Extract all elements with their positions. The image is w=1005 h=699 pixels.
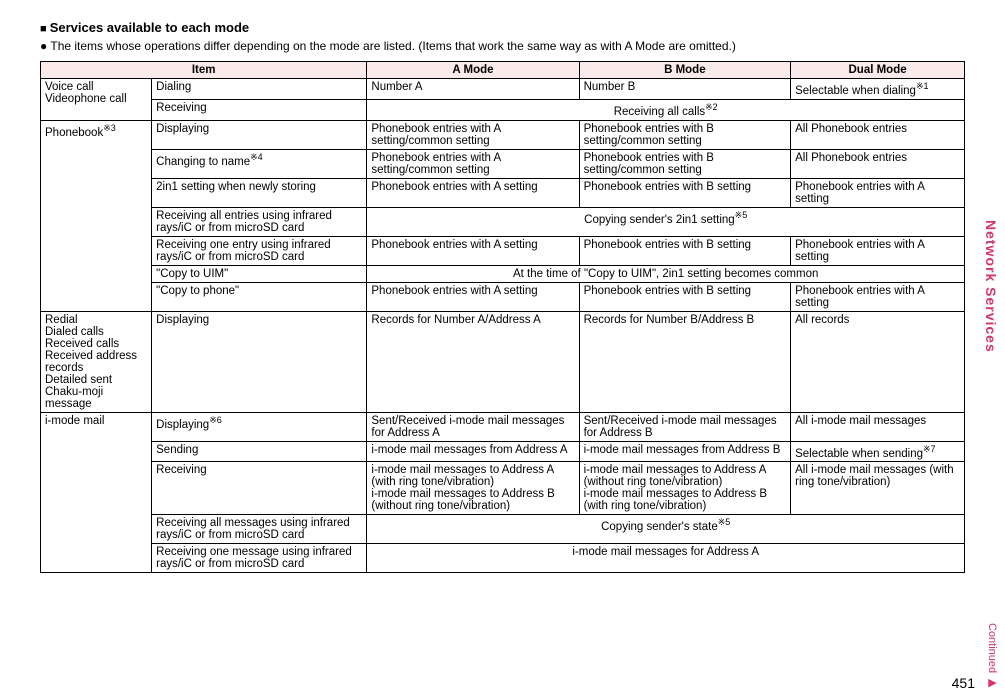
cell-voice-video: Voice call Videophone call xyxy=(41,79,152,121)
cell: Phonebook entries with A setting/common … xyxy=(367,120,579,149)
cell: Number B xyxy=(579,79,791,100)
cell: Phonebook entries with A setting/common … xyxy=(367,149,579,178)
cell: Phonebook entries with B setting xyxy=(579,282,791,311)
cell: i-mode mail messages from Address B xyxy=(579,441,791,462)
cell: Phonebook entries with B setting/common … xyxy=(579,120,791,149)
cell: All records xyxy=(791,311,965,412)
cell: Selectable when sending※7 xyxy=(791,441,965,462)
cell: Records for Number B/Address B xyxy=(579,311,791,412)
cell: Displaying※6 xyxy=(152,412,367,441)
cell: i-mode mail messages from Address A xyxy=(367,441,579,462)
th-bmode: B Mode xyxy=(579,62,791,79)
th-dual: Dual Mode xyxy=(791,62,965,79)
cell: i-mode mail messages for Address A xyxy=(367,544,965,573)
services-table: Item A Mode B Mode Dual Mode Voice call … xyxy=(40,61,965,573)
cell: Phonebook entries with B setting/common … xyxy=(579,149,791,178)
cell: Selectable when dialing※1 xyxy=(791,79,965,100)
th-amode: A Mode xyxy=(367,62,579,79)
cell: Dialing xyxy=(152,79,367,100)
cell: Phonebook entries with A setting xyxy=(791,282,965,311)
cell: Phonebook entries with B setting xyxy=(579,178,791,207)
cell: "Copy to UIM" xyxy=(152,265,367,282)
cell: Phonebook entries with A setting xyxy=(791,236,965,265)
cell: Phonebook entries with A setting xyxy=(367,282,579,311)
side-tab: Network Services xyxy=(983,220,999,353)
cell: Receiving xyxy=(152,99,367,120)
cell-phonebook: Phonebook※3 xyxy=(41,120,152,311)
cell: i-mode mail messages to Address A (witho… xyxy=(579,462,791,515)
cell: Receiving all calls※2 xyxy=(367,99,965,120)
cell: All i-mode mail messages xyxy=(791,412,965,441)
cell: Receiving xyxy=(152,462,367,515)
cell: Phonebook entries with A setting xyxy=(791,178,965,207)
cell: At the time of "Copy to UIM", 2in1 setti… xyxy=(367,265,965,282)
cell: Displaying xyxy=(152,120,367,149)
cell: All Phonebook entries xyxy=(791,149,965,178)
cell-redial-group: Redial Dialed calls Received calls Recei… xyxy=(41,311,152,412)
th-item: Item xyxy=(41,62,367,79)
cell: 2in1 setting when newly storing xyxy=(152,178,367,207)
cell: Receiving one message using infrared ray… xyxy=(152,544,367,573)
section-sublead: The items whose operations differ depend… xyxy=(40,39,965,53)
cell: Sent/Received i-mode mail messages for A… xyxy=(579,412,791,441)
cell: Phonebook entries with B setting xyxy=(579,236,791,265)
cell: "Copy to phone" xyxy=(152,282,367,311)
cell: Copying sender's 2in1 setting※5 xyxy=(367,207,965,236)
cell: Records for Number A/Address A xyxy=(367,311,579,412)
cell: Receiving all messages using infrared ra… xyxy=(152,515,367,544)
cell-imode: i-mode mail xyxy=(41,412,152,573)
cell: Number A xyxy=(367,79,579,100)
cell: Sending xyxy=(152,441,367,462)
cell: Displaying xyxy=(152,311,367,412)
cell: Receiving all entries using infrared ray… xyxy=(152,207,367,236)
cell: i-mode mail messages to Address A (with … xyxy=(367,462,579,515)
cell: All Phonebook entries xyxy=(791,120,965,149)
section-heading: Services available to each mode xyxy=(40,20,965,35)
cell: Sent/Received i-mode mail messages for A… xyxy=(367,412,579,441)
cell: Phonebook entries with A setting xyxy=(367,236,579,265)
continued-label: Continued ▶ xyxy=(986,623,999,689)
cell: Changing to name※4 xyxy=(152,149,367,178)
cell: Copying sender's state※5 xyxy=(367,515,965,544)
page-number: 451 xyxy=(952,675,975,691)
cell: All i-mode mail messages (with ring tone… xyxy=(791,462,965,515)
cell: Phonebook entries with A setting xyxy=(367,178,579,207)
cell: Receiving one entry using infrared rays/… xyxy=(152,236,367,265)
